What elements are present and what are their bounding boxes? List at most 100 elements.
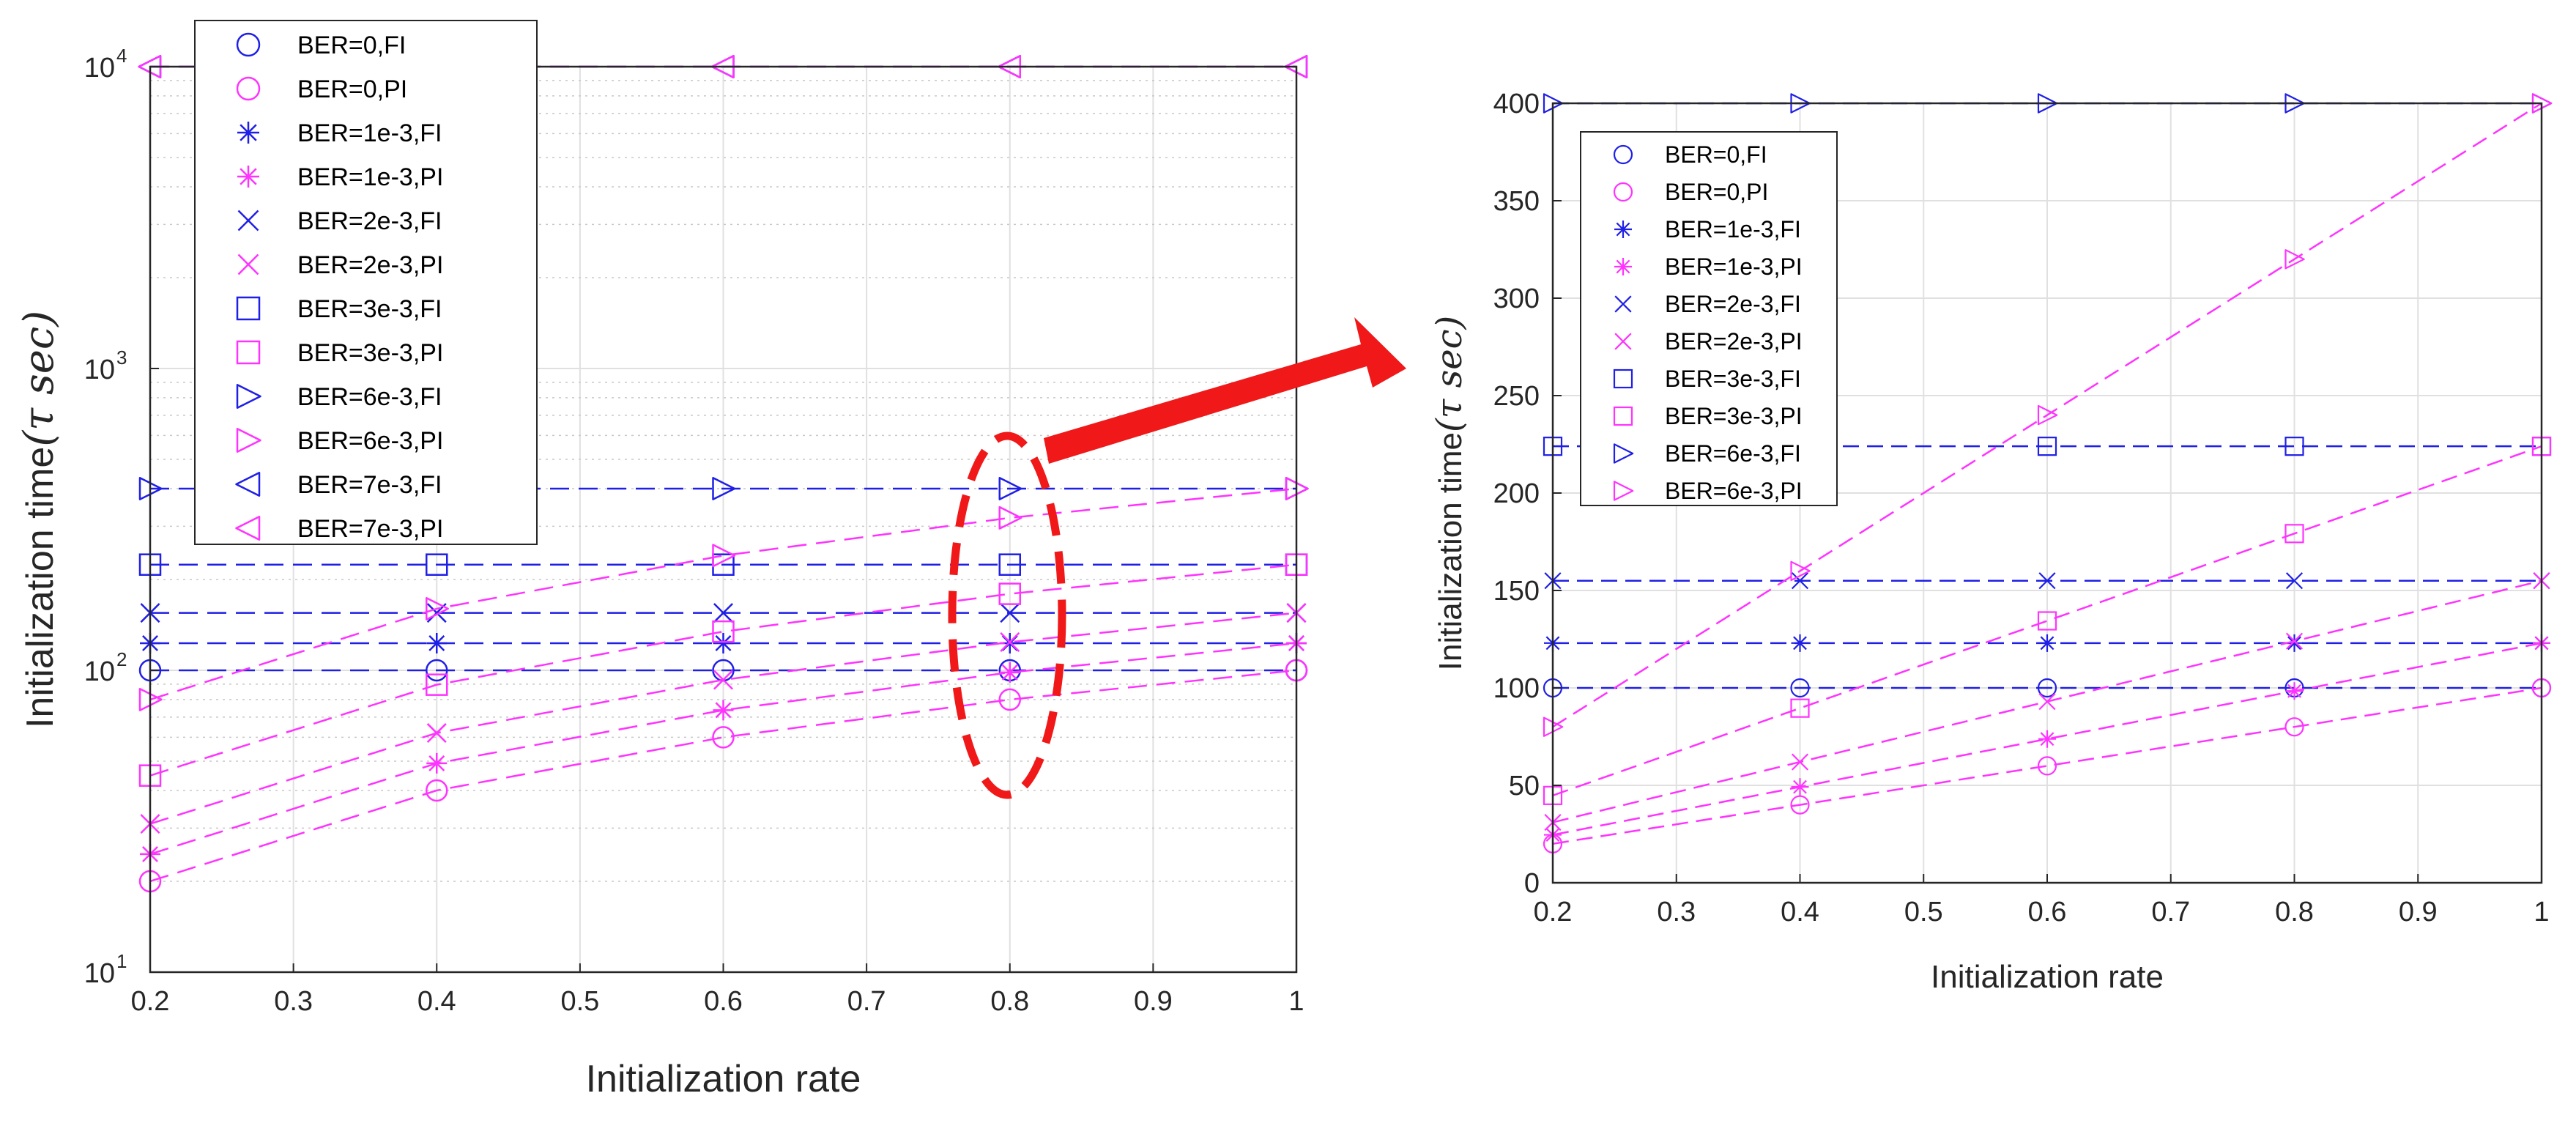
y-tick-label: 10: [84, 355, 115, 385]
y-tick-label: 400: [1493, 89, 1540, 119]
legend-label: BER=2e-3,FI: [297, 207, 442, 235]
data-point: [426, 723, 447, 744]
legend-label: BER=3e-3,FI: [1665, 366, 1801, 392]
y-tick-label: 300: [1493, 284, 1540, 314]
data-point: [998, 477, 1022, 500]
y-axis-label: Initialization time(τ sec): [15, 311, 63, 728]
series-line: [149, 669, 1297, 883]
x-tick-label: 0.5: [560, 986, 599, 1017]
legend-marker: [237, 210, 259, 232]
data-point: [2037, 611, 2057, 631]
y-tick-label: 10: [84, 656, 115, 687]
data-point: [1791, 753, 1809, 771]
data-point: [712, 620, 735, 643]
legend: BER=0,FI BER=0,PI BER=1e-3,FI BER=1e-3,PI BE…: [1580, 131, 1838, 506]
legend-marker: [1614, 258, 1632, 275]
y-tick-label: 250: [1493, 381, 1540, 412]
legend-marker: [237, 253, 259, 275]
data-point: [426, 553, 448, 576]
y-tick-label: 150: [1493, 576, 1540, 607]
data-point: [998, 553, 1021, 576]
y-tick-label: 10: [84, 53, 115, 84]
legend-marker: [235, 516, 261, 541]
linear-zoom-chart: 0.2 0.3 0.4 0.5 0.6 0.7 0.8 0.9 1 0 50 100 150 200 250…: [1429, 89, 2553, 995]
data-point: [2038, 572, 2056, 590]
x-tick-label: 0.9: [2399, 897, 2438, 927]
y-axis-label-math: (τ sec): [1429, 316, 1470, 432]
legend-marker: [235, 472, 261, 497]
legend-box: [194, 20, 538, 545]
x-tick-label: 0.7: [2151, 897, 2190, 927]
legend-label: BER=3e-3,PI: [297, 339, 443, 367]
legend-label: BER=6e-3,FI: [297, 383, 442, 411]
legend-marker: [1613, 368, 1633, 389]
x-tick-label: 0.8: [990, 986, 1029, 1017]
data-point: [2037, 404, 2058, 426]
data-point: [713, 632, 734, 653]
legend-box: [1580, 131, 1838, 506]
data-point: [2284, 249, 2305, 270]
legend-label: BER=3e-3,PI: [1665, 403, 1803, 429]
ticks: 0.2 0.3 0.4 0.5 0.6 0.7 0.8 0.9 1 0 50 100 150 200 250…: [1493, 89, 2550, 927]
legend-marker: [236, 32, 261, 57]
series-line: [1552, 686, 2542, 845]
legend-label: BER=7e-3,FI: [297, 471, 442, 499]
data-point: [712, 726, 735, 749]
legend-label: BER=2e-3,PI: [297, 251, 443, 279]
legend-marker: [236, 428, 261, 453]
series-line: [1552, 445, 2542, 797]
y-axis-label-math: (τ sec): [15, 311, 63, 447]
legend-marker: [1613, 182, 1633, 202]
data-point: [1790, 560, 1811, 582]
x-tick-label: 0.4: [1781, 897, 1819, 927]
x-tick-label: 1: [1288, 986, 1304, 1017]
data-point: [2285, 634, 2304, 652]
legend-label: BER=1e-3,FI: [297, 119, 442, 147]
legend-label: BER=6e-3,PI: [1665, 478, 1803, 504]
x-axis-label: Initialization rate: [1931, 959, 2164, 995]
x-tick-label: 0.7: [847, 986, 886, 1017]
legend-marker: [237, 122, 259, 144]
legend-label: BER=7e-3,PI: [297, 515, 443, 543]
legend-label: BER=2e-3,FI: [1665, 291, 1801, 317]
y-tick-label: 10: [84, 958, 115, 989]
series-line: [149, 612, 1297, 825]
y-tick-exponent: 2: [116, 648, 127, 670]
legend-label: BER=6e-3,FI: [1665, 440, 1801, 467]
data-point: [426, 752, 448, 774]
data-point: [2037, 678, 2057, 698]
legend-marker: [1613, 481, 1634, 501]
data-point: [998, 688, 1021, 711]
legend-marker: [236, 296, 261, 321]
legend-label: BER=0,FI: [297, 32, 406, 59]
y-axis-label: Initialization time(τ sec): [1429, 316, 1470, 670]
data-point: [998, 505, 1022, 530]
data-point: [426, 779, 448, 802]
y-tick-label: 50: [1509, 771, 1540, 801]
data-point: [1791, 634, 1809, 652]
y-tick-label: 200: [1493, 478, 1540, 509]
data-point: [2285, 632, 2304, 650]
legend-label: BER=0,PI: [297, 75, 407, 103]
x-tick-label: 0.6: [704, 986, 743, 1017]
data-point: [1791, 778, 1809, 796]
x-tick-label: 0.2: [131, 986, 170, 1017]
series-line: [1552, 102, 2542, 728]
x-axis-label: Initialization rate: [586, 1058, 861, 1100]
series-ber-2e-3-fi: [140, 603, 1307, 623]
data-point: [1000, 632, 1020, 652]
legend-label: BER=1e-3,PI: [1665, 253, 1803, 280]
y-tick-label: 0: [1524, 868, 1540, 899]
data-point: [2284, 717, 2304, 737]
data-point: [1790, 698, 1810, 718]
x-tick-label: 1: [2534, 897, 2549, 927]
legend-marker: [236, 384, 261, 409]
data-point: [998, 582, 1021, 605]
x-tick-label: 0.4: [417, 986, 456, 1017]
data-point: [426, 632, 448, 653]
legend-marker: [1614, 295, 1632, 313]
data-point: [1790, 678, 1810, 698]
